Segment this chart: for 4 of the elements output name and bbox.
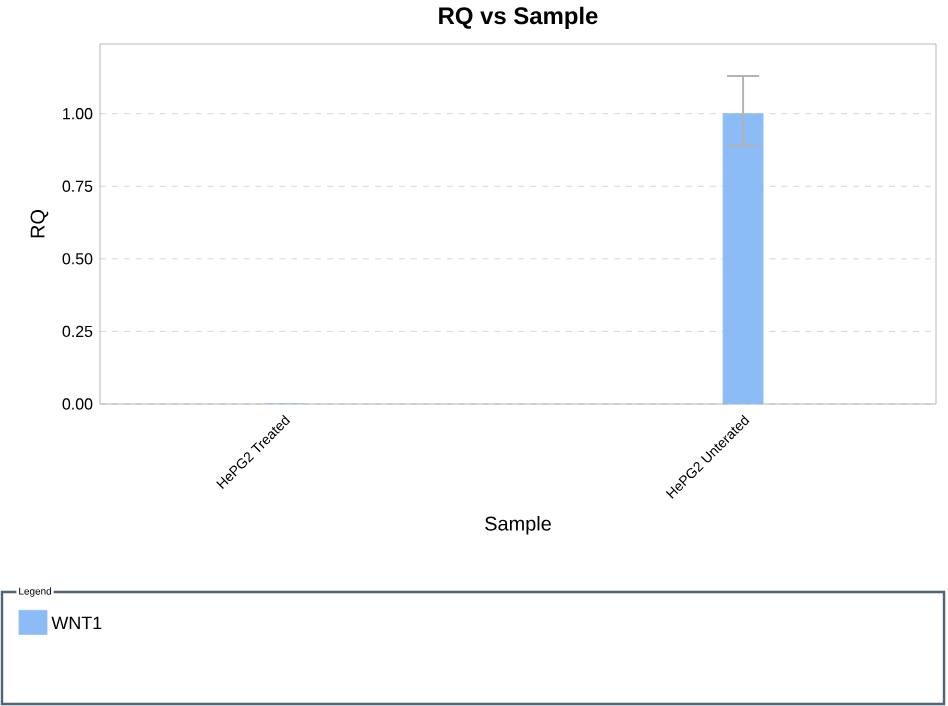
x-axis-title: Sample [485, 516, 551, 535]
legend-label: WNT1 [51, 616, 102, 630]
chart-title: RQ vs Sample [439, 6, 598, 30]
y-axis-title: RQ [30, 209, 49, 238]
